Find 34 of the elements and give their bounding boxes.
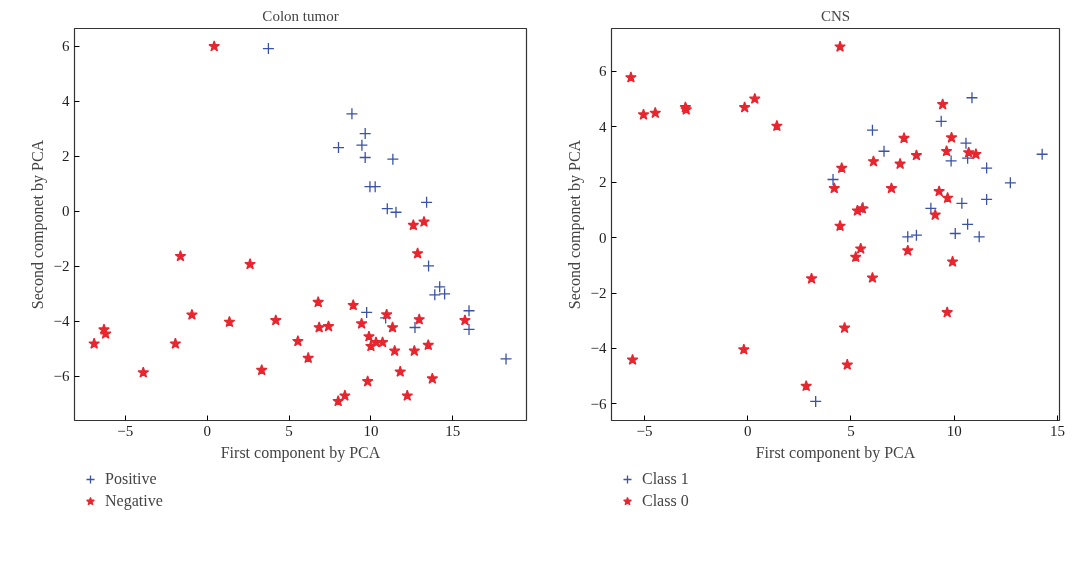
x-tick-label: −5: [636, 422, 653, 439]
y-axis-title: Second componet by PCA: [28, 139, 47, 310]
y-tick-label: 6: [599, 63, 607, 80]
y-tick-label: −6: [590, 395, 607, 412]
x-tick-label: 10: [363, 422, 379, 439]
x-axis-title: First component by PCA: [755, 443, 916, 462]
y-tick-label: 0: [62, 203, 70, 220]
y-tick-label: −4: [590, 340, 607, 357]
chart-title: CNS: [820, 7, 851, 24]
legend-label: Class 1: [642, 470, 689, 488]
chart-title: Colon tumor: [262, 7, 339, 24]
y-tick-label: 2: [62, 148, 70, 165]
x-tick-label: 0: [203, 422, 211, 439]
y-tick-label: 6: [62, 38, 70, 55]
x-tick-label: 10: [946, 422, 962, 439]
y-tick-label: −2: [53, 258, 70, 275]
y-tick-label: 0: [599, 229, 607, 246]
y-tick-label: −2: [590, 285, 607, 302]
y-tick-label: 4: [599, 118, 607, 135]
y-tick-label: −4: [53, 313, 70, 330]
x-tick-label: 5: [285, 422, 293, 439]
x-axis-title: First component by PCA: [220, 443, 381, 462]
x-tick-label: 15: [1049, 422, 1065, 439]
legend-label: Negative: [105, 492, 163, 510]
y-tick-label: 2: [599, 174, 607, 191]
x-tick-label: 0: [744, 422, 752, 439]
y-axis-title: Second componet by PCA: [565, 139, 584, 310]
y-tick-label: 4: [62, 93, 70, 110]
x-tick-label: −5: [117, 422, 134, 439]
y-tick-label: −6: [53, 368, 70, 385]
legend-label: Positive: [105, 470, 157, 488]
x-tick-label: 15: [445, 422, 461, 439]
legend-label: Class 0: [642, 492, 689, 510]
x-tick-label: 5: [847, 422, 855, 439]
